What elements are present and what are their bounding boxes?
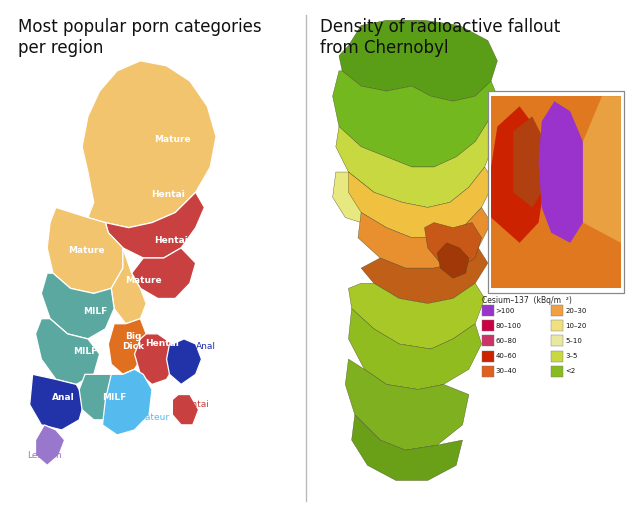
Bar <box>551 335 563 347</box>
Polygon shape <box>102 369 152 435</box>
Text: 10–20: 10–20 <box>565 323 586 329</box>
Polygon shape <box>491 106 545 243</box>
Text: Hentai: Hentai <box>145 340 179 348</box>
Text: <2: <2 <box>565 368 575 374</box>
Text: MILF: MILF <box>73 347 97 356</box>
Bar <box>551 350 563 362</box>
Text: Lesbian: Lesbian <box>27 450 61 460</box>
Text: >100: >100 <box>495 308 515 314</box>
Polygon shape <box>132 248 196 298</box>
Polygon shape <box>336 121 494 207</box>
Polygon shape <box>437 243 469 278</box>
Polygon shape <box>361 248 488 303</box>
Polygon shape <box>349 309 481 390</box>
Polygon shape <box>108 319 146 374</box>
Text: Most popular porn categories
per region: Most popular porn categories per region <box>18 18 262 57</box>
Text: Hentai: Hentai <box>154 236 188 245</box>
Text: 30–40: 30–40 <box>495 368 517 374</box>
Text: Anal: Anal <box>52 393 74 401</box>
Polygon shape <box>111 248 146 324</box>
Text: Density of radioactive fallout
from Chernobyl: Density of radioactive fallout from Cher… <box>320 18 560 57</box>
Polygon shape <box>333 172 374 222</box>
Bar <box>488 91 624 294</box>
Text: Big
Dick: Big Dick <box>122 332 144 351</box>
Polygon shape <box>491 96 621 288</box>
Polygon shape <box>134 334 175 384</box>
Text: Mature: Mature <box>125 276 161 285</box>
Bar <box>551 320 563 331</box>
Text: 5–10: 5–10 <box>565 338 582 344</box>
Bar <box>481 335 493 347</box>
Polygon shape <box>346 359 469 450</box>
Text: Hentai: Hentai <box>179 400 209 409</box>
Polygon shape <box>424 222 481 268</box>
Text: MILF: MILF <box>102 393 126 401</box>
Polygon shape <box>36 319 100 384</box>
Bar <box>481 305 493 316</box>
Polygon shape <box>36 425 65 465</box>
Polygon shape <box>42 273 114 339</box>
Bar <box>481 350 493 362</box>
Polygon shape <box>349 167 494 238</box>
Polygon shape <box>351 415 463 480</box>
Text: Mature: Mature <box>68 246 105 255</box>
Text: Cesium–137  (kBq/m  ²): Cesium–137 (kBq/m ²) <box>481 296 572 304</box>
Text: Hentai: Hentai <box>151 190 185 199</box>
Text: 60–80: 60–80 <box>495 338 517 344</box>
Text: 20–30: 20–30 <box>565 308 586 314</box>
Bar <box>488 91 624 294</box>
Polygon shape <box>79 369 134 420</box>
Text: Mature: Mature <box>154 135 191 143</box>
Polygon shape <box>583 96 621 243</box>
Text: 80–100: 80–100 <box>495 323 522 329</box>
Polygon shape <box>29 374 85 430</box>
Text: Amateur: Amateur <box>131 413 170 422</box>
Polygon shape <box>333 71 497 167</box>
Text: MILF: MILF <box>83 307 108 316</box>
Polygon shape <box>166 339 202 384</box>
Text: 3–5: 3–5 <box>565 353 577 359</box>
Polygon shape <box>349 283 484 349</box>
Polygon shape <box>47 207 123 294</box>
Bar <box>551 366 563 377</box>
Bar <box>551 305 563 316</box>
Polygon shape <box>172 395 198 425</box>
Text: Anal: Anal <box>196 342 216 351</box>
Polygon shape <box>358 207 491 268</box>
Polygon shape <box>539 101 586 243</box>
Polygon shape <box>82 61 216 228</box>
Polygon shape <box>513 117 545 207</box>
Bar <box>481 320 493 331</box>
Bar <box>481 366 493 377</box>
Text: 40–60: 40–60 <box>495 353 517 359</box>
Polygon shape <box>339 20 497 101</box>
Polygon shape <box>106 192 204 258</box>
